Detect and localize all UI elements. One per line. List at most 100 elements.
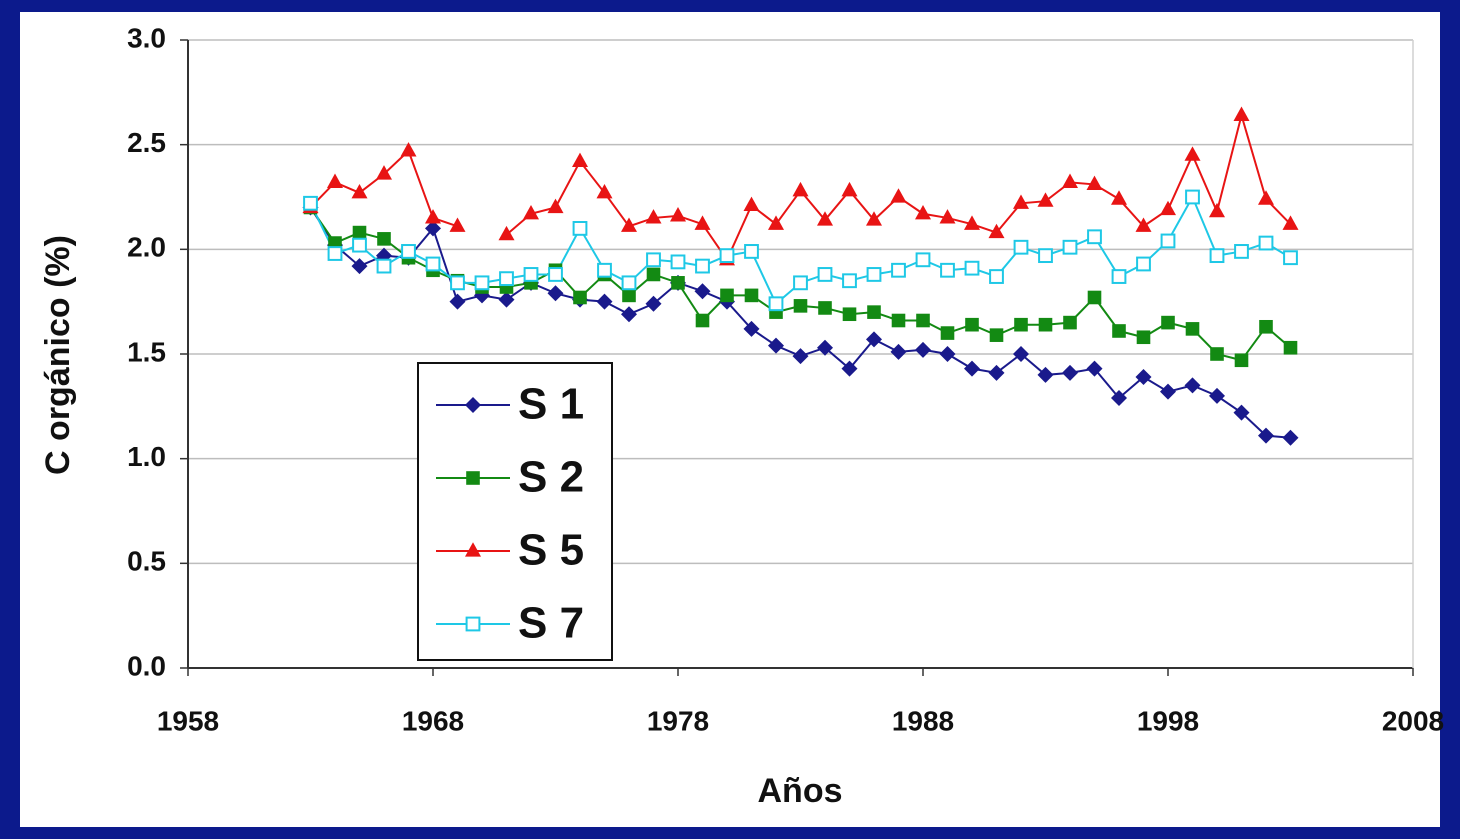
x-tick-label: 1978	[647, 705, 709, 736]
x-tick-label: 1998	[1137, 705, 1199, 736]
marker	[1135, 369, 1152, 386]
y-tick-label: 1.5	[127, 336, 166, 367]
marker	[645, 209, 662, 224]
marker	[867, 305, 881, 319]
marker	[1209, 387, 1225, 404]
marker	[866, 267, 882, 282]
marker	[842, 273, 857, 289]
marker	[1135, 217, 1152, 232]
marker	[377, 232, 391, 246]
y-axis-title: C orgánico (%)	[39, 235, 77, 475]
marker	[792, 348, 809, 365]
marker	[646, 252, 661, 268]
marker	[351, 258, 368, 275]
marker	[573, 290, 587, 305]
marker	[425, 220, 441, 237]
marker	[474, 275, 490, 291]
marker	[1209, 202, 1225, 218]
marker	[425, 256, 441, 272]
marker	[1160, 383, 1176, 400]
marker	[352, 237, 367, 253]
marker	[964, 215, 980, 230]
marker	[1160, 200, 1176, 216]
y-tick-label: 2.5	[127, 127, 166, 158]
x-tick-label: 1968	[402, 705, 464, 736]
chart-background	[20, 12, 1440, 827]
marker	[891, 313, 906, 328]
marker	[465, 397, 481, 413]
marker	[351, 184, 368, 199]
marker	[400, 142, 417, 157]
marker	[523, 267, 539, 282]
marker	[547, 198, 564, 214]
marker	[327, 246, 343, 261]
marker	[916, 313, 930, 328]
marker	[1062, 364, 1078, 381]
x-axis-title: Años	[758, 772, 843, 810]
marker	[596, 293, 613, 310]
marker	[793, 299, 808, 313]
marker	[940, 326, 955, 340]
marker	[768, 337, 784, 354]
marker	[842, 307, 857, 322]
marker	[1087, 290, 1102, 305]
marker	[1161, 315, 1175, 330]
marker	[989, 269, 1004, 284]
marker	[939, 209, 956, 224]
legend-label: S 7	[518, 599, 584, 648]
marker	[572, 152, 588, 168]
marker	[1136, 330, 1151, 345]
y-tick-label: 0.0	[127, 650, 166, 681]
marker	[817, 211, 833, 226]
marker	[1013, 194, 1029, 209]
marker	[449, 217, 466, 232]
marker	[964, 360, 980, 377]
marker	[572, 221, 588, 236]
marker	[1185, 189, 1200, 205]
marker	[1136, 256, 1151, 272]
marker	[1258, 235, 1274, 251]
marker	[646, 267, 661, 282]
marker	[523, 204, 539, 220]
marker	[327, 173, 343, 188]
marker	[890, 343, 907, 360]
y-tick-label: 0.5	[127, 546, 166, 577]
marker	[1063, 315, 1077, 330]
marker	[621, 275, 637, 291]
legend-label: S 1	[518, 380, 584, 429]
marker	[401, 244, 416, 259]
marker	[671, 276, 685, 290]
marker	[645, 295, 662, 312]
marker	[744, 288, 759, 303]
marker	[891, 262, 906, 278]
marker	[303, 195, 318, 211]
marker	[449, 293, 466, 310]
marker	[352, 225, 367, 240]
marker	[1087, 229, 1102, 245]
marker	[915, 341, 931, 358]
marker	[1038, 248, 1053, 264]
marker	[1037, 192, 1054, 207]
marker	[1209, 248, 1225, 264]
marker	[1283, 340, 1298, 355]
marker	[465, 616, 481, 632]
marker	[1185, 322, 1200, 336]
marker	[743, 320, 760, 337]
marker	[621, 306, 637, 323]
marker	[1234, 244, 1249, 259]
marker	[694, 215, 711, 230]
y-tick-label: 3.0	[127, 22, 166, 53]
marker	[1013, 239, 1029, 255]
marker	[695, 313, 710, 328]
marker	[1283, 250, 1298, 266]
marker	[1160, 233, 1176, 249]
marker	[425, 209, 441, 224]
marker	[376, 247, 392, 264]
legend-label: S 5	[518, 526, 584, 575]
marker	[1234, 353, 1249, 368]
marker	[768, 296, 784, 312]
marker	[695, 258, 710, 274]
marker	[1112, 324, 1126, 338]
marker	[939, 346, 956, 362]
marker	[621, 217, 637, 232]
